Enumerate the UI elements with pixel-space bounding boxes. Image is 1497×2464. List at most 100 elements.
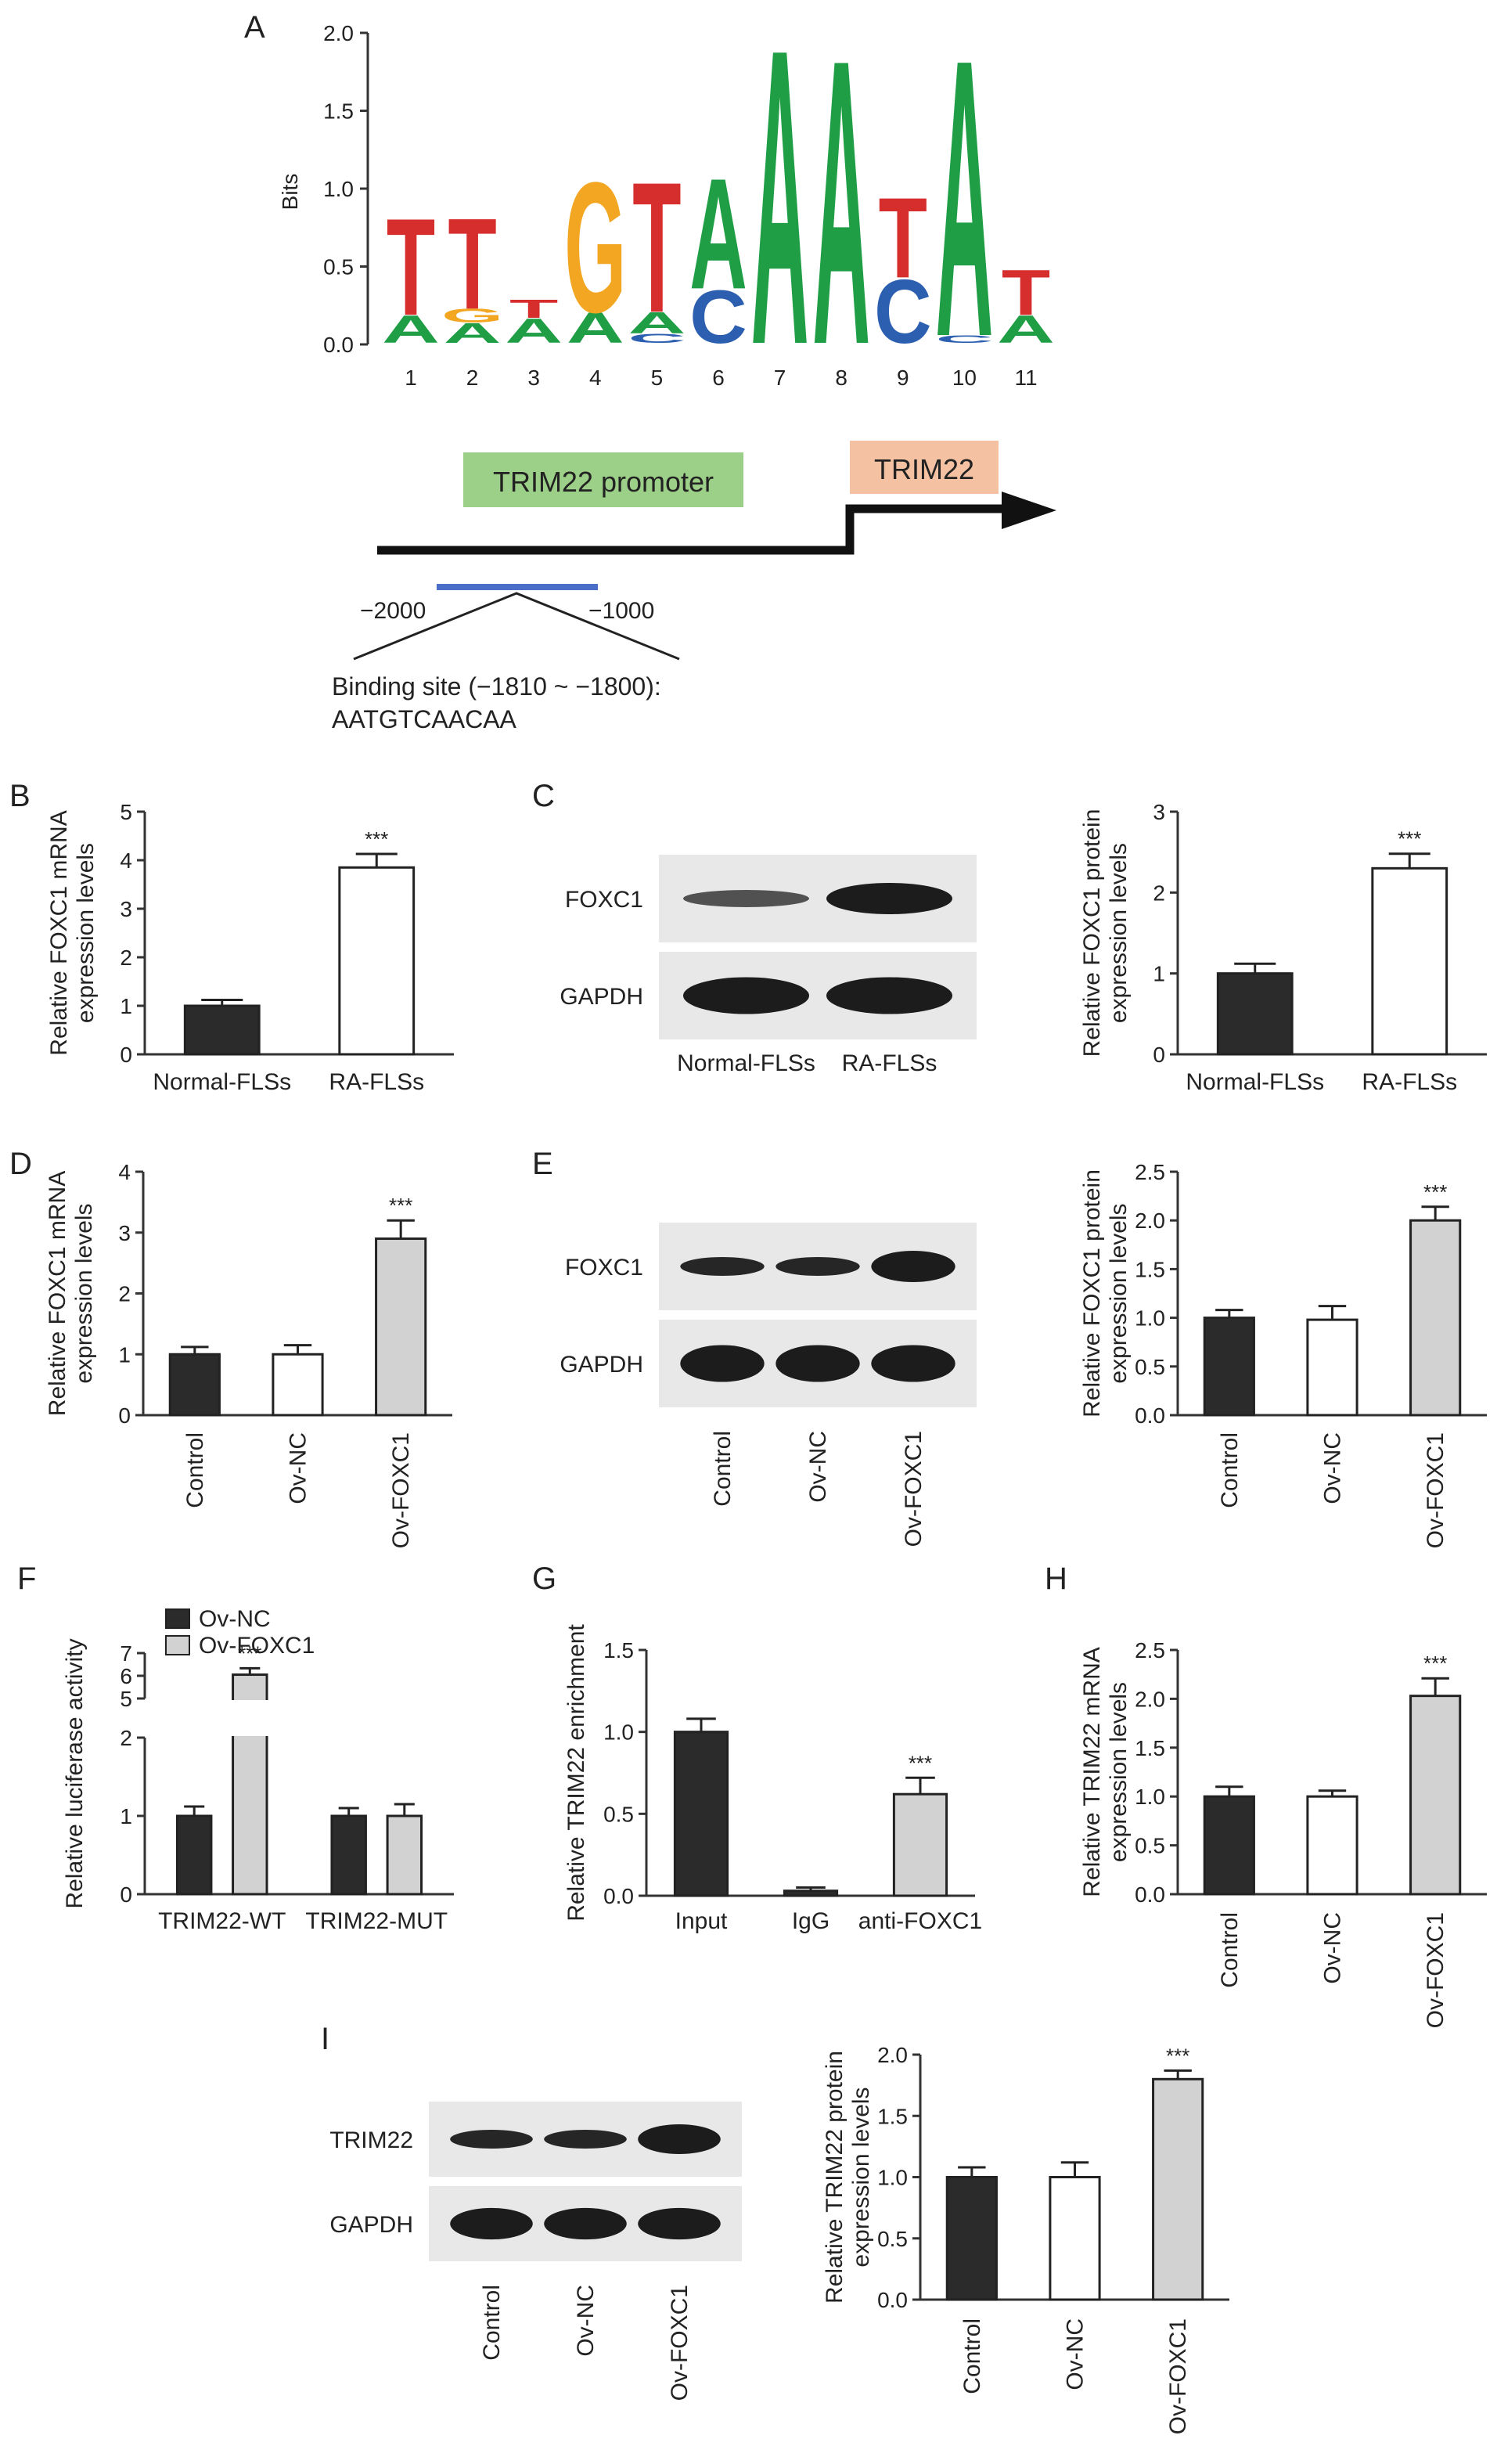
x-tick-label: Ov-FOXC1: [1423, 1912, 1448, 2028]
logo-y-tick-label: 1.0: [323, 177, 354, 201]
bar: [945, 2176, 998, 2301]
bar: [1203, 1317, 1255, 1417]
y-axis-label: expression levels: [73, 843, 99, 1023]
blot-band: [544, 2207, 627, 2240]
y-tick-label: 0.0: [1135, 1882, 1165, 1907]
bar: [272, 1353, 324, 1417]
y-axis-label: Relative luciferase activity: [62, 1638, 88, 1908]
y-tick-label: 1.5: [877, 2104, 908, 2128]
position-right-label: −1000: [588, 598, 654, 624]
significance-label: ***: [1398, 827, 1421, 851]
bar: [1152, 2077, 1204, 2301]
bar: [1371, 866, 1448, 1056]
panel-letter-h: H: [1045, 1562, 1067, 1596]
chart-c: 0 1 2 3 Relative FOXC1 protein expression lev…: [1079, 800, 1487, 1095]
y-tick-label: 0.0: [603, 1884, 634, 1908]
significance-label: ***: [365, 827, 388, 851]
logo-letter-t: T: [1002, 256, 1050, 329]
bar: [1216, 972, 1294, 1056]
logo-position-label: 5: [651, 366, 664, 390]
y-tick-label: 0.0: [877, 2288, 908, 2312]
x-tick-label: Ov-FOXC1: [1165, 2318, 1191, 2434]
significance-label: ***: [1423, 1180, 1447, 1204]
blot-band: [826, 977, 953, 1014]
chart-g: 0.0 0.5 1.0 1.5 Relative TRIM22 enrichment In…: [563, 1624, 982, 1934]
blot-lane-label: Ov-NC: [805, 1431, 831, 1503]
bar: [175, 1814, 213, 1896]
y-tick-label: 2: [120, 1726, 132, 1750]
significance-label: ***: [1423, 1652, 1447, 1675]
logo-position-label: 6: [712, 366, 725, 390]
logo-letter-a: A: [628, 306, 686, 340]
logo-y-label: Bits: [278, 174, 302, 211]
y-tick-label: 0: [1153, 1043, 1165, 1067]
chart-h: 0.0 0.5 1.0 1.5 2.0 2.5 Relative TRIM22 mRNA ex…: [1079, 1638, 1487, 2028]
blot-lane-label: Control: [710, 1431, 736, 1507]
y-tick-label: 5: [120, 800, 132, 824]
blot-band: [682, 890, 810, 907]
y-tick-label: 2.0: [1135, 1209, 1165, 1233]
blot-lane-label: Ov-NC: [573, 2285, 599, 2357]
y-tick-label: 2.0: [1135, 1687, 1165, 1711]
blot-band: [775, 1345, 860, 1382]
logo-letter-a: A: [382, 308, 440, 351]
y-tick-label: 4: [118, 1160, 131, 1184]
y-tick-label: 6: [120, 1664, 132, 1688]
y-tick-label: 2: [120, 946, 132, 970]
panel-letter-e: E: [532, 1147, 553, 1181]
x-tick-label: Ov-NC: [1063, 2318, 1089, 2390]
logo-y-tick-label: 0.5: [323, 255, 354, 279]
y-tick-label: 2.5: [1135, 1160, 1165, 1184]
y-tick-label: 1: [120, 994, 132, 1018]
bar: [783, 1889, 839, 1897]
y-tick-label: 1.5: [603, 1638, 634, 1662]
y-tick-label: 0.5: [1135, 1355, 1165, 1379]
bar: [1049, 2176, 1101, 2301]
bar: [1203, 1795, 1255, 1896]
blot-band: [775, 1257, 860, 1276]
logo-letter-a: A: [567, 304, 624, 352]
blot-band-label: FOXC1: [565, 1255, 643, 1281]
blot-i: TRIM22 GAPDH Control Ov-NC Ov-FOXC1: [329, 2102, 742, 2401]
bar: [168, 1353, 221, 1417]
blot-band: [871, 1251, 955, 1282]
y-axis-label: Relative TRIM22 protein: [822, 2051, 847, 2304]
blot-lane-label: Normal-FLSs: [677, 1050, 815, 1076]
logo-letter-t: T: [879, 174, 927, 302]
x-tick-label: TRIM22-WT: [158, 1908, 286, 1934]
y-tick-label: 0: [120, 1043, 132, 1067]
blot-band-label: GAPDH: [329, 2212, 413, 2238]
significance-label: ***: [909, 1751, 932, 1774]
logo-letter-t: T: [509, 294, 558, 323]
y-tick-label: 1.0: [1135, 1306, 1165, 1331]
chart-d: 0 1 2 3 4 Relative FOXC1 mRNA expression level…: [45, 1160, 452, 1548]
chart-e: 0.0 0.5 1.0 1.5 2.0 2.5 Relative FOXC1 protein…: [1079, 1160, 1487, 1548]
logo-letter-a: A: [444, 318, 502, 349]
blot-band-label: GAPDH: [560, 984, 643, 1010]
bar: [375, 1237, 427, 1417]
significance-label: ***: [389, 1194, 412, 1217]
x-tick-label: Ov-NC: [1320, 1432, 1346, 1504]
blot-band: [450, 2130, 533, 2149]
x-tick-label: Control: [1217, 1432, 1243, 1508]
y-tick-label: 0.5: [603, 1802, 634, 1826]
y-tick-label: 2.0: [877, 2043, 908, 2067]
panel-letter-g: G: [532, 1562, 556, 1596]
promoter-box: [463, 452, 743, 507]
y-axis-label: Relative TRIM22 mRNA: [1079, 1647, 1105, 1897]
x-tick-label: RA-FLSs: [329, 1069, 424, 1095]
significance-label: ***: [238, 1641, 261, 1665]
y-tick-label: 1.0: [603, 1720, 634, 1745]
blot-band: [871, 1345, 955, 1382]
logo-position-label: 7: [774, 366, 786, 390]
x-tick-label: Ov-NC: [1320, 1912, 1346, 1984]
y-tick-label: 0.5: [877, 2227, 908, 2251]
logo-letter-c: C: [874, 261, 932, 363]
y-tick-label: 2: [1153, 881, 1165, 905]
gene-label: TRIM22: [874, 453, 974, 485]
legend-label: Ov-NC: [199, 1606, 271, 1632]
y-axis-label: Relative TRIM22 enrichment: [563, 1624, 589, 1922]
logo-letter-t: T: [387, 189, 435, 344]
